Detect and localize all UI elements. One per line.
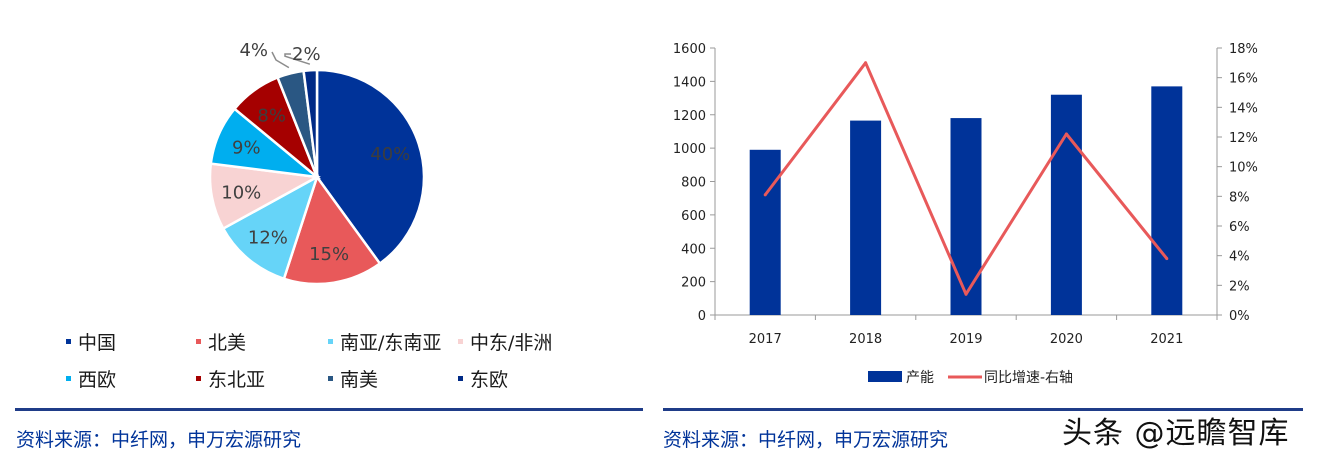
x-tick-label-4: 2020 xyxy=(1050,332,1083,347)
growth-point-2017 xyxy=(763,193,767,197)
x-tick-label-2: 2018 xyxy=(849,332,882,347)
x-tick-label-3: 2019 xyxy=(949,332,982,347)
pie-legend-label-8: 东欧 xyxy=(470,369,508,391)
right-tick-label-5: 10% xyxy=(1229,161,1258,176)
growth-point-2018 xyxy=(864,61,868,65)
combo-chart: 0 200 400 600 800 1000 1200 1400 1600 0% 2% 4% 6% 8% 1… xyxy=(673,42,1258,386)
left-tick-label-2: 400 xyxy=(681,242,706,257)
right-tick-label-4: 8% xyxy=(1229,190,1250,205)
pie-legend-label-3: 南亚/东南亚 xyxy=(340,332,441,354)
right-tick-label-2: 4% xyxy=(1229,250,1250,265)
left-tick-label-6: 1200 xyxy=(673,109,706,124)
pie-slice-3 xyxy=(221,174,320,281)
legend-swatch-capacity xyxy=(868,371,902,382)
pie-legend-swatch-1 xyxy=(66,339,71,344)
pie-legend-swatch-2 xyxy=(196,339,201,344)
pie-legend-label-7: 南美 xyxy=(340,369,378,391)
pie-legend-swatch-6 xyxy=(196,376,201,381)
pie-legend-swatch-3 xyxy=(328,339,333,344)
left-divider xyxy=(15,408,643,411)
bar-2020 xyxy=(1050,94,1082,315)
bar-2017 xyxy=(749,149,781,315)
growth-point-2020 xyxy=(1064,132,1068,136)
pie-chart: 40% 15% 12% 10% 9% 8% 4% 2% xyxy=(208,40,426,286)
left-tick-label-3: 600 xyxy=(681,209,706,224)
pie-label-3: 12% xyxy=(248,227,288,248)
right-tick-label-1: 2% xyxy=(1229,279,1250,294)
left-tick-label-1: 200 xyxy=(681,276,706,291)
bar-2019 xyxy=(950,118,982,316)
right-tick-label-8: 16% xyxy=(1229,72,1258,87)
left-tick-label-0: 0 xyxy=(698,309,706,324)
pie-legend-label-5: 西欧 xyxy=(78,369,116,391)
pie-label-4: 10% xyxy=(221,182,261,203)
watermark-text: 头条 @远瞻智库 xyxy=(1062,416,1290,451)
x-tick-label-1: 2017 xyxy=(749,332,782,347)
pie-label-1: 40% xyxy=(370,144,410,165)
pie-label-6: 8% xyxy=(257,106,286,127)
pie-label-2: 15% xyxy=(309,244,349,265)
left-tick-label-5: 1000 xyxy=(673,142,706,157)
legend-label-growth: 同比增速-右轴 xyxy=(984,370,1073,386)
right-tick-label-0: 0% xyxy=(1229,309,1250,324)
pie-legend-swatch-7 xyxy=(328,376,333,381)
pie-label-8: 2% xyxy=(292,44,321,65)
pie-label-7: 4% xyxy=(239,40,268,61)
right-source-text: 资料来源：中纤网，申万宏源研究 xyxy=(663,429,949,451)
pie-slice-8 xyxy=(302,68,319,178)
pie-legend-label-2: 北美 xyxy=(208,332,246,354)
left-tick-label-8: 1600 xyxy=(673,42,706,57)
pie-label-5: 9% xyxy=(232,137,261,158)
pie-leader-7 xyxy=(271,51,290,69)
legend-label-capacity: 产能 xyxy=(906,370,934,386)
pie-legend-swatch-8 xyxy=(458,376,463,381)
left-tick-label-4: 800 xyxy=(681,176,706,191)
pie-legend-swatch-5 xyxy=(66,376,71,381)
right-divider xyxy=(663,408,1303,411)
left-source-text: 资料来源：中纤网，申万宏源研究 xyxy=(16,429,302,451)
x-tick-label-5: 2021 xyxy=(1150,332,1183,347)
right-tick-label-9: 18% xyxy=(1229,42,1258,57)
pie-legend-label-4: 中东/非洲 xyxy=(470,332,552,354)
bar-2018 xyxy=(850,120,882,315)
right-tick-label-7: 14% xyxy=(1229,101,1258,116)
pie-legend-label-6: 东北亚 xyxy=(208,369,265,391)
pie-legend-swatch-4 xyxy=(458,339,463,344)
bar-2021 xyxy=(1151,86,1183,315)
pie-slice-2 xyxy=(282,174,382,286)
left-tick-label-7: 1400 xyxy=(673,75,706,90)
pie-leader-8 xyxy=(284,53,311,65)
right-tick-label-6: 12% xyxy=(1229,131,1258,146)
growth-point-2019 xyxy=(964,292,968,296)
right-tick-label-3: 6% xyxy=(1229,220,1250,235)
pie-slice-1 xyxy=(315,68,426,266)
growth-point-2021 xyxy=(1165,257,1169,261)
pie-legend-label-1: 中国 xyxy=(78,332,116,354)
